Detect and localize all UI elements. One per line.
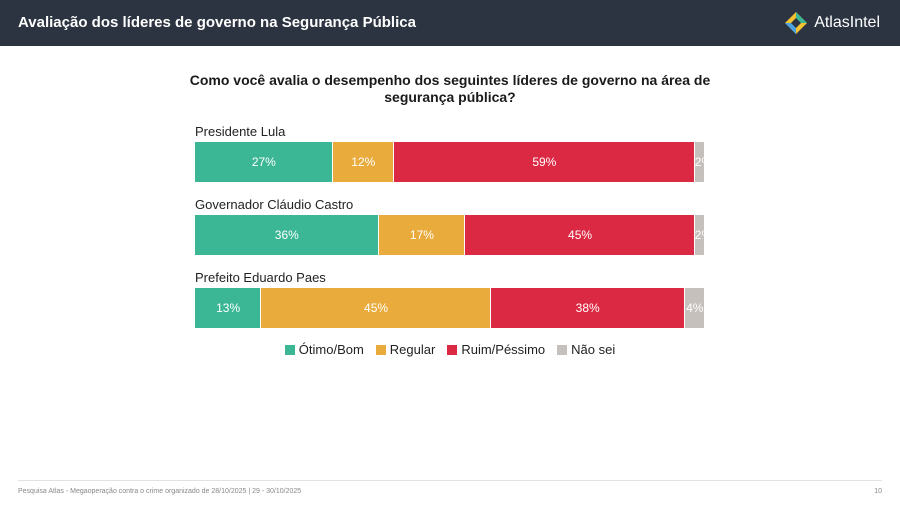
category-label: Presidente Lula (195, 124, 286, 139)
data-label: 17% (409, 228, 434, 242)
legend-swatch (447, 344, 458, 355)
legend-item: Ruim/Péssimo (447, 342, 545, 357)
chart-legend: Ótimo/Bom Regular Ruim/Péssimo Não sei (0, 342, 900, 357)
category-label: Prefeito Eduardo Paes (195, 270, 326, 285)
legend-label: Ótimo/Bom (298, 342, 364, 357)
legend-swatch (557, 344, 568, 355)
footer-divider (18, 480, 882, 481)
legend-label: Ruim/Péssimo (461, 342, 546, 357)
bar-segment (195, 215, 379, 255)
data-label: 2% (694, 228, 705, 242)
bar-segment (694, 142, 705, 182)
data-label: 59% (532, 155, 557, 169)
data-label: 45% (364, 301, 389, 315)
legend-item: Ótimo/Bom (284, 342, 364, 357)
data-label: 38% (575, 301, 600, 315)
bar-segment (393, 142, 695, 182)
page-number: 10 (874, 488, 882, 495)
data-label: 2% (694, 155, 705, 169)
atlasintel-logo-icon (785, 12, 808, 34)
footer-source: Pesquisa Atlas - Megaoperação contra o c… (18, 488, 302, 495)
bar-segment (465, 215, 695, 255)
brand: AtlasIntel (784, 11, 880, 35)
data-label: 12% (351, 155, 376, 169)
data-label: 36% (274, 228, 299, 242)
bar-segment (490, 288, 685, 328)
legend-swatch (284, 344, 295, 355)
data-label: 13% (216, 301, 241, 315)
page-title: Avaliação dos líderes de governo na Segu… (18, 14, 416, 31)
bar-segment (694, 215, 705, 255)
bar-segment (684, 288, 705, 328)
legend-label: Não sei (571, 342, 616, 357)
bar-segment (332, 142, 394, 182)
bar-segment (195, 142, 333, 182)
brand-name: AtlasIntel (814, 14, 880, 31)
category-label: Governador Cláudio Castro (195, 197, 354, 212)
legend-item: Não sei (557, 342, 615, 357)
bar-segment (195, 288, 262, 328)
data-label: 27% (251, 155, 276, 169)
legend-label: Regular (389, 342, 436, 357)
header-bar: Avaliação dos líderes de governo na Segu… (0, 0, 900, 46)
legend-swatch (375, 344, 386, 355)
legend-item: Regular (375, 342, 436, 357)
data-label: 45% (568, 228, 593, 242)
data-label: 4% (686, 301, 704, 315)
bar-segment (378, 215, 466, 255)
chart-title: Como você avalia o desempenho dos seguin… (189, 72, 711, 105)
bar-segment (261, 288, 491, 328)
